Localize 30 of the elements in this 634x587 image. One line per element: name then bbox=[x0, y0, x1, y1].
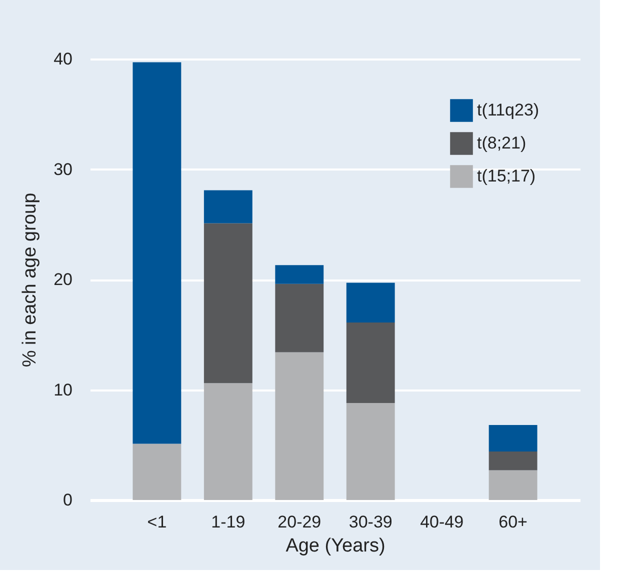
legend-label: t(8;21) bbox=[477, 134, 526, 152]
bar bbox=[275, 352, 324, 500]
x-tick-label: 60+ bbox=[498, 512, 528, 532]
bar bbox=[346, 322, 395, 403]
bar bbox=[488, 451, 538, 470]
bar bbox=[275, 265, 324, 284]
bar bbox=[346, 402, 395, 500]
x-tick-label: 30-39 bbox=[348, 512, 392, 532]
bar bbox=[132, 62, 182, 444]
y-tick-label: 30 bbox=[54, 160, 72, 179]
x-axis-title: Age (Years) bbox=[286, 536, 386, 556]
bar bbox=[488, 425, 538, 452]
bar bbox=[204, 190, 252, 224]
legend-label: t(11q23) bbox=[477, 100, 540, 120]
y-tick-label: 40 bbox=[54, 50, 72, 68]
bar bbox=[346, 282, 395, 322]
x-tick-label: 20-29 bbox=[278, 512, 322, 532]
x-tick-label: 40-49 bbox=[420, 512, 464, 532]
y-tick-label: 0 bbox=[63, 490, 72, 510]
x-tick-label: 1-19 bbox=[211, 512, 246, 532]
bar bbox=[275, 284, 324, 352]
y-tick-label: 10 bbox=[54, 380, 72, 400]
y-axis-title: % in each age group bbox=[20, 192, 41, 368]
legend-label: t(15;17) bbox=[477, 166, 536, 186]
bar bbox=[488, 470, 538, 500]
bar bbox=[132, 444, 182, 500]
y-tick-label: 20 bbox=[54, 270, 72, 289]
bar bbox=[204, 223, 252, 384]
x-tick-label: <1 bbox=[147, 512, 167, 532]
bar bbox=[204, 383, 252, 500]
